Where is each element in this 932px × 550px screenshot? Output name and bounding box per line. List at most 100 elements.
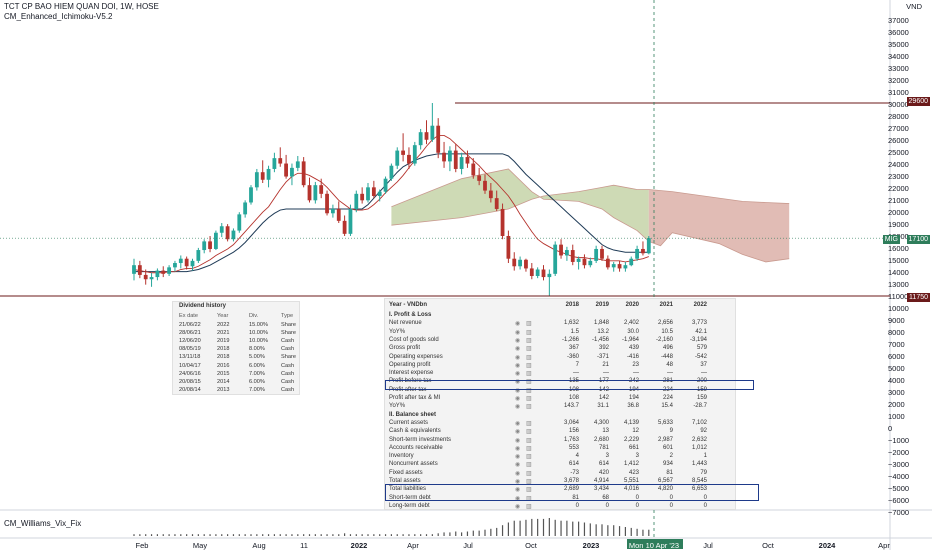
dividend-row: 20/08/14 2013 7.00% Cash — [179, 387, 295, 395]
candle-body — [453, 150, 458, 169]
row-eye-icon[interactable]: ◉ — [515, 404, 521, 411]
dividend-row: 24/06/16 2015 7.00% Cash — [179, 371, 295, 379]
row-chart-icon[interactable]: ▥ — [526, 487, 532, 494]
vix-bar — [221, 534, 223, 536]
row-chart-icon[interactable]: ▥ — [526, 329, 532, 336]
vix-bar — [396, 534, 398, 536]
candle-body — [565, 250, 569, 256]
row-chart-icon[interactable]: ▥ — [526, 454, 532, 461]
row-eye-icon[interactable]: ◉ — [515, 470, 521, 477]
dividend-cell: 2021 — [217, 330, 230, 337]
vix-bar — [344, 533, 346, 536]
financial-row-label: Gross profit — [389, 345, 421, 352]
row-eye-icon[interactable]: ◉ — [515, 337, 521, 344]
financial-row-label: Profit before tax — [389, 378, 432, 385]
financial-row: Short-term debt ◉ ▥ 81 68 0 0 0 — [385, 495, 735, 503]
row-chart-icon[interactable]: ▥ — [526, 346, 532, 353]
vix-bar — [186, 534, 188, 536]
financial-value: 553 — [568, 444, 579, 451]
dividend-cell: 2014 — [217, 378, 230, 385]
financial-row: Accounts receivable ◉ ▥ 553 781 661 601 1,012 — [385, 445, 735, 453]
financial-value: 1 — [703, 453, 707, 460]
vix-bar — [203, 534, 205, 536]
financial-value: 2,680 — [593, 436, 609, 443]
row-eye-icon[interactable]: ◉ — [515, 346, 521, 353]
row-eye-icon[interactable]: ◉ — [515, 437, 521, 444]
row-eye-icon[interactable]: ◉ — [515, 387, 521, 394]
x-tick-label: Aug — [252, 541, 266, 550]
vix-bar — [554, 519, 556, 536]
row-chart-icon[interactable]: ▥ — [526, 337, 532, 344]
candle-body — [161, 270, 166, 274]
cursor-date-background — [627, 539, 683, 549]
financial-row: YoY% ◉ ▥ 1.5 13.2 30.0 10.5 42.1 — [385, 329, 735, 337]
row-eye-icon[interactable]: ◉ — [515, 503, 521, 510]
row-chart-icon[interactable]: ▥ — [526, 437, 532, 444]
highlight-profit-after-tax — [385, 380, 754, 390]
vix-bar — [285, 534, 287, 536]
row-eye-icon[interactable]: ◉ — [515, 321, 521, 328]
row-chart-icon[interactable]: ▥ — [526, 495, 532, 502]
dividend-cell: 20/08/15 — [179, 378, 201, 385]
y-tick-label: 28000 — [888, 112, 909, 121]
dividend-cell: 12/06/20 — [179, 338, 201, 345]
row-eye-icon[interactable]: ◉ — [515, 354, 521, 361]
candle-body — [225, 226, 230, 240]
row-chart-icon[interactable]: ▥ — [526, 362, 532, 369]
vix-bar — [507, 522, 509, 536]
candle-body — [494, 198, 499, 209]
row-eye-icon[interactable]: ◉ — [515, 479, 521, 485]
row-eye-icon[interactable]: ◉ — [515, 379, 521, 386]
financial-value: 1,848 — [593, 320, 609, 327]
financial-row: Inventory ◉ ▥ 4 3 3 2 1 — [385, 453, 735, 461]
row-chart-icon[interactable]: ▥ — [526, 470, 532, 477]
row-eye-icon[interactable]: ◉ — [515, 396, 521, 402]
row-chart-icon[interactable]: ▥ — [526, 354, 532, 361]
financial-value: 614 — [598, 461, 609, 468]
row-eye-icon[interactable]: ◉ — [515, 371, 521, 378]
vix-bar — [560, 520, 562, 536]
row-eye-icon[interactable]: ◉ — [515, 329, 521, 336]
row-eye-icon[interactable]: ◉ — [515, 445, 521, 452]
financial-value: 4,914 — [593, 478, 609, 484]
dividend-row: 28/06/21 2021 10.00% Share — [179, 330, 296, 338]
row-eye-icon[interactable]: ◉ — [515, 454, 521, 461]
vix-bar — [384, 534, 387, 536]
row-chart-icon[interactable]: ▥ — [526, 404, 532, 411]
x-tick-label: Oct — [525, 541, 537, 550]
candle-body — [149, 277, 154, 280]
candle-body — [143, 274, 148, 280]
x-tick-label: 2022 — [350, 541, 368, 550]
row-eye-icon[interactable]: ◉ — [515, 462, 521, 469]
financial-year-header: 2020 — [625, 302, 639, 308]
row-chart-icon[interactable]: ▥ — [526, 462, 532, 469]
vix-bar — [168, 534, 170, 536]
row-chart-icon[interactable]: ▥ — [526, 420, 532, 427]
dividend-header-row: Ex date Year Div. Type — [179, 313, 295, 321]
financial-value: 2,656 — [657, 320, 673, 327]
row-chart-icon[interactable]: ▥ — [526, 371, 532, 378]
row-chart-icon[interactable]: ▥ — [526, 379, 532, 386]
row-eye-icon[interactable]: ◉ — [515, 362, 521, 369]
row-chart-icon[interactable]: ▥ — [526, 445, 532, 452]
row-chart-icon[interactable]: ▥ — [526, 387, 532, 394]
row-eye-icon[interactable]: ◉ — [515, 495, 521, 502]
row-chart-icon[interactable]: ▥ — [526, 479, 532, 485]
row-eye-icon[interactable]: ◉ — [515, 429, 521, 436]
row-chart-icon[interactable]: ▥ — [526, 321, 532, 328]
financial-value: 2,632 — [691, 436, 707, 443]
vix-bar — [648, 529, 650, 536]
vix-bar — [133, 534, 135, 536]
row-eye-icon[interactable]: ◉ — [515, 420, 521, 427]
dividend-cell: 2018 — [217, 346, 230, 353]
financial-value: 614 — [568, 461, 579, 468]
row-chart-icon[interactable]: ▥ — [526, 429, 532, 436]
candle-body — [488, 190, 493, 199]
row-chart-icon[interactable]: ▥ — [526, 396, 532, 402]
row-eye-icon[interactable]: ◉ — [515, 487, 521, 494]
candle-body — [512, 258, 517, 267]
candle-body — [448, 150, 452, 162]
financial-value: 142 — [598, 395, 609, 401]
financial-row-label: II. Balance sheet — [389, 411, 437, 418]
row-chart-icon[interactable]: ▥ — [526, 503, 532, 510]
